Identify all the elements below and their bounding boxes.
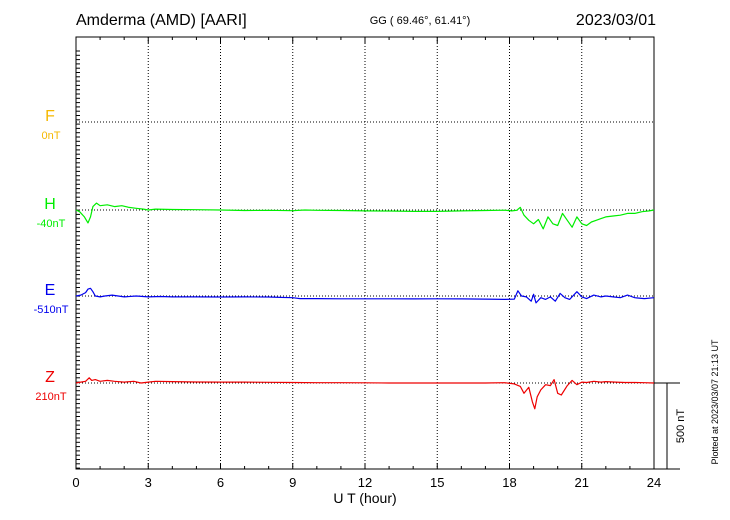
series-name-f: F xyxy=(45,108,55,125)
x-tick-label: 15 xyxy=(430,475,444,490)
series-baseline-h: -40nT xyxy=(37,218,66,230)
series-baseline-f: 0nT xyxy=(42,130,61,142)
x-tick-label: 0 xyxy=(72,475,79,490)
x-tick-label: 24 xyxy=(647,475,661,490)
series-lines xyxy=(75,202,655,410)
series-line-z xyxy=(75,377,655,410)
x-tick-label: 6 xyxy=(217,475,224,490)
axis-ticks: 0 3 6 9 12 15 18 21 24 xyxy=(72,37,661,490)
series-baseline-e: -510nT xyxy=(34,304,69,316)
x-tick-label: 9 xyxy=(289,475,296,490)
x-tick-label: 21 xyxy=(575,475,589,490)
plotted-at-label: Plotted at 2023/03/07 21:13 UT xyxy=(710,339,720,465)
series-line-h xyxy=(75,202,655,230)
date-label: 2023/03/01 xyxy=(576,12,656,29)
x-tick-label: 3 xyxy=(145,475,152,490)
grid-lines xyxy=(76,37,654,469)
series-name-e: E xyxy=(45,282,56,299)
x-tick-label: 18 xyxy=(502,475,516,490)
x-axis-label: U T (hour) xyxy=(333,490,396,506)
series-labels: F 0nT H -40nT E -510nT Z 210nT xyxy=(34,108,69,403)
scale-bar: 500 nT xyxy=(654,382,687,470)
coordinates-label: GG ( 69.46°, 61.41°) xyxy=(370,15,471,27)
series-baseline-z: 210nT xyxy=(35,391,66,403)
x-tick-label: 12 xyxy=(358,475,372,490)
series-line-e xyxy=(75,287,655,304)
series-name-h: H xyxy=(44,196,56,213)
scale-bar-label: 500 nT xyxy=(675,409,687,444)
series-name-z: Z xyxy=(45,369,55,386)
station-title: Amderma (AMD) [AARI] xyxy=(76,12,247,29)
